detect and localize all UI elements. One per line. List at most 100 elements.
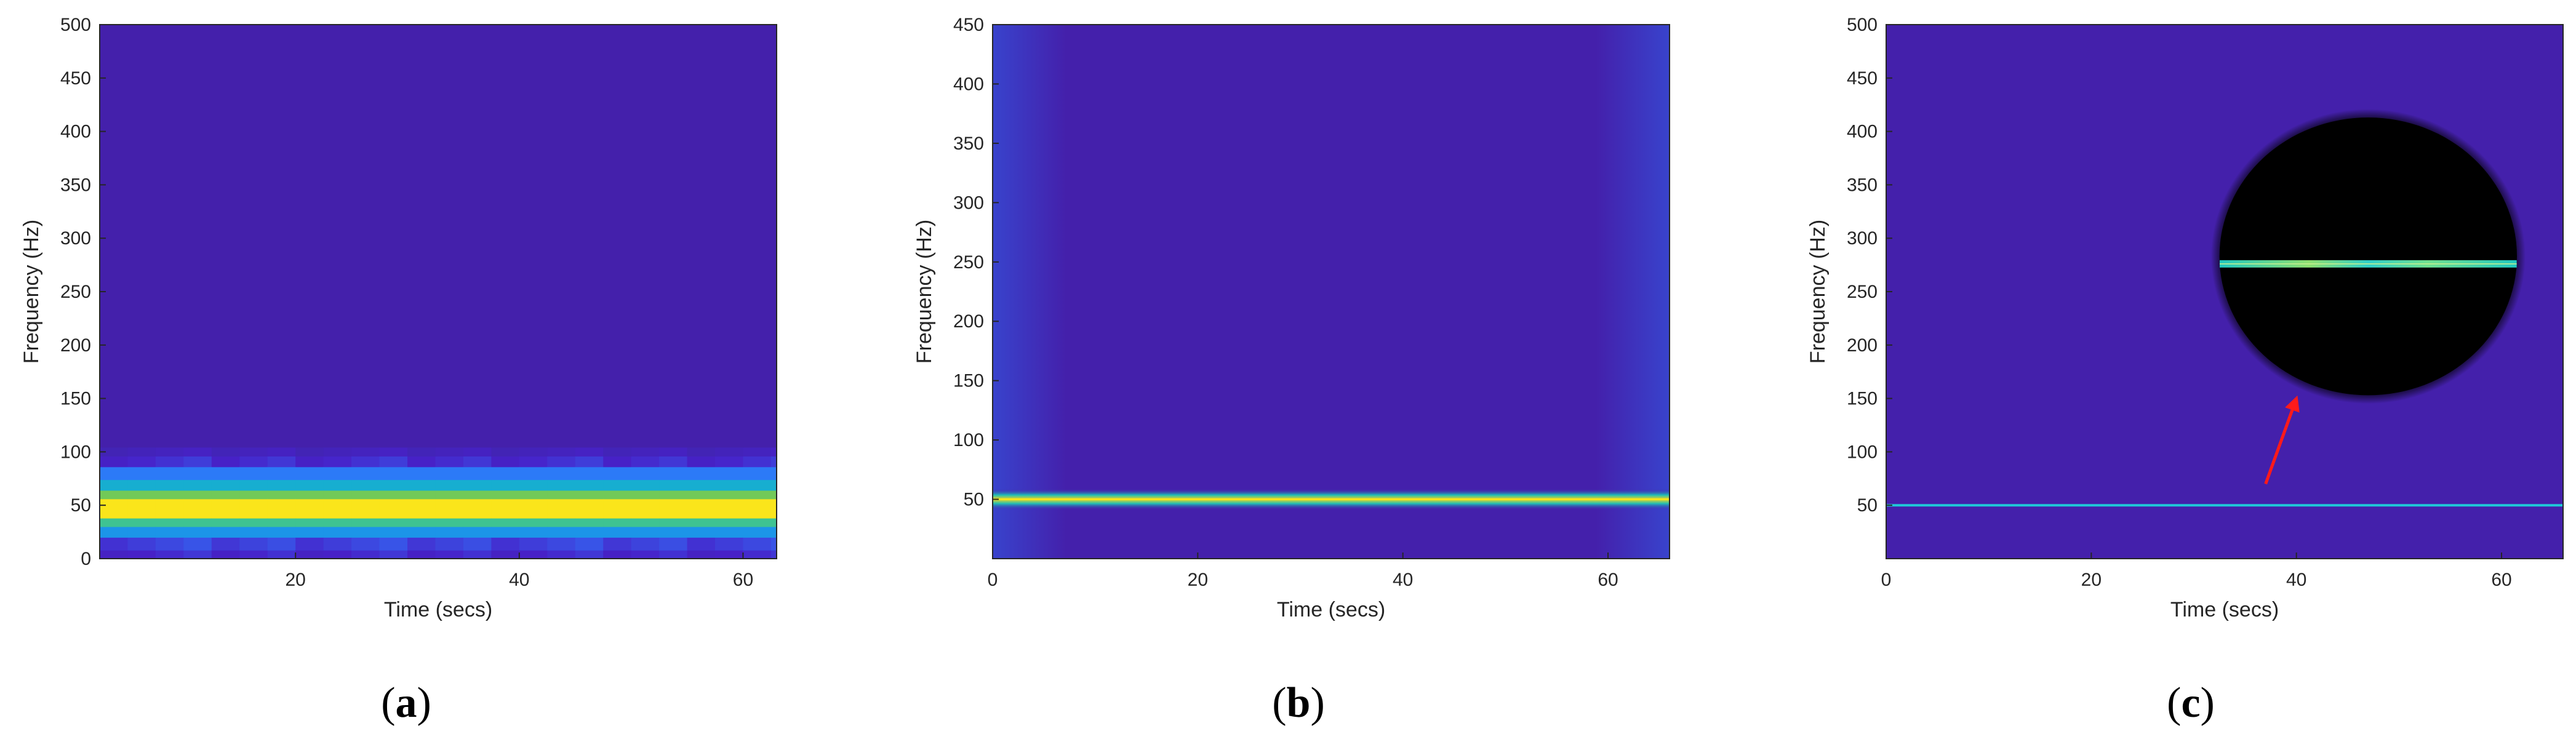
heatmap-cell xyxy=(435,490,464,500)
heatmap-cell xyxy=(183,526,212,538)
heatmap-cell xyxy=(547,466,576,481)
heatmap-cell xyxy=(239,490,268,500)
heatmap-cell xyxy=(127,498,156,519)
heatmap-cell xyxy=(127,447,156,457)
heatmap-cell xyxy=(239,479,268,491)
heatmap-cell xyxy=(295,526,324,538)
heatmap-cell xyxy=(575,518,604,527)
heatmap-cell xyxy=(743,466,772,481)
y-tick-label: 350 xyxy=(60,175,91,195)
heatmap-cell xyxy=(603,466,632,481)
heatmap-cell xyxy=(351,490,380,500)
x-tick-label: 20 xyxy=(2081,570,2102,590)
heatmap-cell xyxy=(239,518,268,527)
y-tick-label: 250 xyxy=(953,252,984,273)
y-tick-label: 150 xyxy=(60,389,91,409)
heatmap-cell xyxy=(295,466,324,481)
heatmap-cell xyxy=(295,479,324,491)
heatmap-cell xyxy=(379,526,408,538)
heatmap-cell xyxy=(659,447,688,457)
heatmap-cell xyxy=(715,498,744,519)
heatmap-cell xyxy=(770,498,777,519)
heatmap-cell xyxy=(435,447,464,457)
heatmap-cell xyxy=(715,479,744,491)
heatmap-cell xyxy=(351,550,380,559)
heatmap-cell xyxy=(100,550,129,559)
y-tick-label: 150 xyxy=(1847,389,1878,409)
heatmap-cell xyxy=(407,498,436,519)
annotation-arrow xyxy=(2264,395,2300,485)
heatmap-cell xyxy=(603,456,632,468)
heatmap-cell xyxy=(211,498,240,519)
heatmap-cell xyxy=(211,526,240,538)
y-tick-label: 500 xyxy=(1847,15,1878,35)
heatmap-cell xyxy=(519,490,548,500)
heatmap-cell xyxy=(267,526,296,538)
heatmap-cell xyxy=(211,466,240,481)
heatmap-cell xyxy=(211,479,240,491)
heatmap-cell xyxy=(519,526,548,538)
heatmap-cell xyxy=(407,447,436,457)
heatmap-cell xyxy=(323,456,352,468)
heatmap-cell xyxy=(183,537,212,551)
heatmap-cell xyxy=(770,466,777,481)
heatmap-cell xyxy=(491,518,520,527)
x-tick-label: 60 xyxy=(2491,570,2511,590)
heatmap-cell xyxy=(770,490,777,500)
heatmap-cell xyxy=(603,490,632,500)
heatmap-cell xyxy=(463,526,492,538)
heatmap-cell xyxy=(715,490,744,500)
heatmap-cell xyxy=(547,550,576,559)
heatmap-cell xyxy=(575,537,604,551)
caption-a: (a) xyxy=(381,679,431,727)
heatmap-cell xyxy=(379,498,408,519)
y-axis-label-a: Frequency (Hz) xyxy=(20,220,43,364)
x-tick-label: 60 xyxy=(1598,570,1618,590)
heatmap-cell xyxy=(575,490,604,500)
y-tick-label: 450 xyxy=(953,15,984,35)
heatmap-cell xyxy=(435,498,464,519)
heatmap-cell xyxy=(631,456,660,468)
heatmap-cell xyxy=(659,550,688,559)
heatmap-cell xyxy=(463,518,492,527)
y-tick-label: 250 xyxy=(60,282,91,302)
heatmap-cell xyxy=(155,518,184,527)
heatmap-cell xyxy=(239,537,268,551)
heatmap-cell xyxy=(603,479,632,491)
heatmap-cell xyxy=(379,456,408,468)
heatmap-cell xyxy=(631,479,660,491)
heatmap-cell xyxy=(687,537,716,551)
heatmap-cell xyxy=(351,479,380,491)
x-axis-label-c: Time (secs) xyxy=(2170,598,2279,621)
heatmap-cell xyxy=(603,518,632,527)
heatmap-cell xyxy=(323,526,352,538)
y-tick-label: 200 xyxy=(60,335,91,356)
heatmap-cell xyxy=(295,447,324,457)
heatmap-cell xyxy=(183,447,212,457)
heatmap-cell xyxy=(770,526,777,538)
heatmap-cell xyxy=(239,447,268,457)
heatmap-cell xyxy=(211,518,240,527)
heatmap-cell xyxy=(463,498,492,519)
y-axis-label-b: Frequency (Hz) xyxy=(913,220,936,364)
heatmap-cell xyxy=(687,466,716,481)
x-ticks-c: 0 20 40 60 xyxy=(1881,552,2512,590)
heatmap-cell xyxy=(603,447,632,457)
heatmap-cell xyxy=(323,498,352,519)
heatmap-cell xyxy=(407,490,436,500)
heatmap-cell xyxy=(659,466,688,481)
heatmap-cell xyxy=(295,490,324,500)
heatmap-cell xyxy=(491,447,520,457)
heatmap-cell xyxy=(519,466,548,481)
heatmap-cell xyxy=(715,537,744,551)
heatmap-cell xyxy=(659,537,688,551)
heatmap-cell xyxy=(239,498,268,519)
heatmap-cell xyxy=(183,550,212,559)
heatmap-cell xyxy=(603,498,632,519)
heatmap-cell xyxy=(687,526,716,538)
heatmap-cell xyxy=(715,526,744,538)
x-tick-label: 40 xyxy=(509,570,529,590)
x-ticks-a: 20 40 60 xyxy=(285,552,753,590)
heatmap-cell xyxy=(379,490,408,500)
heatmap-cell xyxy=(547,447,576,457)
